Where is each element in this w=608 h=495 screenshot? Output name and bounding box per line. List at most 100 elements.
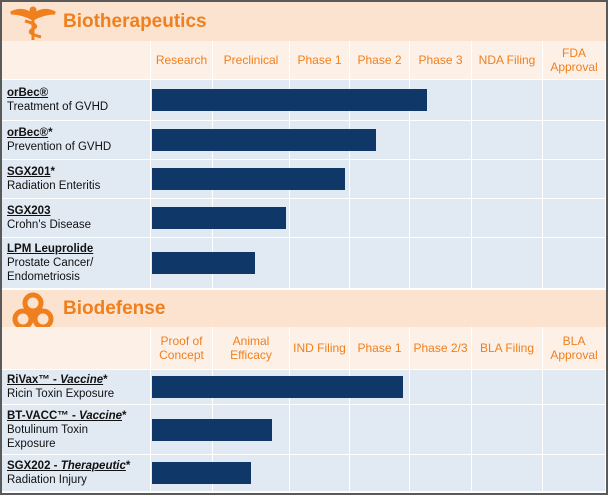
grid-cell [472, 405, 542, 454]
stage-header: Phase 3 [410, 41, 471, 79]
grid-cell [543, 80, 605, 120]
progress-bar [152, 252, 256, 274]
product-link[interactable]: orBec® [7, 127, 48, 139]
asterisk: * [125, 460, 131, 472]
product-name: RiVax™ - Vaccine* [7, 373, 145, 387]
grid-cell [472, 80, 542, 120]
name-part: SGX202 - [7, 460, 61, 472]
name-part: Vaccine [78, 409, 123, 422]
section-header [2, 2, 606, 41]
grid-cell [543, 121, 605, 159]
row-label: BT-VACC™ - Vaccine* Botulinum Toxin Exposu… [2, 405, 150, 454]
product-name: orBec®* [7, 126, 145, 140]
name-part: BT-VACC™ - [7, 409, 79, 422]
name-part: LPM Leuprolide [7, 243, 94, 255]
section-title: Biodefense [63, 297, 166, 319]
row-label: RiVax™ - Vaccine* Ricin Toxin Exposure [2, 370, 150, 404]
product-name: SGX203 [7, 204, 145, 218]
grid-cell [350, 238, 409, 288]
product-link[interactable]: BT-VACC™ - Vaccine [7, 410, 122, 422]
indication: Crohn's Disease [7, 219, 92, 231]
progress-bar [152, 376, 403, 398]
indication: Prostate Cancer/ [7, 257, 94, 269]
progress-bar [152, 462, 251, 484]
indication: Treatment of GVHD [7, 101, 109, 113]
grid-cell [543, 238, 605, 288]
grid-cell [472, 370, 542, 404]
grid-cell [410, 405, 471, 454]
name-part: Vaccine [60, 374, 104, 386]
grid-cell [290, 238, 349, 288]
header-blank [2, 41, 150, 79]
row-label: orBec®* Prevention of GVHD [2, 121, 150, 159]
indication: Botulinum Toxin [7, 423, 88, 436]
stage-header: Proof of Concept [151, 327, 212, 369]
name-part: orBec® [7, 127, 49, 139]
row-label: LPM Leuprolide Prostate Cancer/Endometrio… [2, 238, 150, 288]
grid-cell [350, 455, 409, 491]
name-part: SGX203 [7, 205, 51, 217]
name-part: RiVax™ - [7, 374, 61, 386]
asterisk: * [103, 374, 108, 386]
stage-header: Phase 1 [290, 41, 349, 79]
biohazard-icon [12, 292, 54, 330]
grid-cell [472, 121, 542, 159]
stage-header: Phase 2/3 [410, 327, 471, 369]
product-link[interactable]: LPM Leuprolide [7, 243, 93, 255]
product-link[interactable]: orBec® [7, 87, 48, 99]
grid-cell [290, 199, 349, 237]
asterisk: * [48, 127, 53, 139]
progress-bar [152, 207, 287, 229]
product-link[interactable]: SGX202 - Therapeutic [7, 460, 126, 472]
stage-header: BLA Filing [472, 327, 542, 369]
stage-header: Phase 1 [350, 327, 409, 369]
grid-cell [410, 160, 471, 198]
grid-cell [472, 160, 542, 198]
stage-header: Research [151, 41, 212, 79]
grid-cell [410, 199, 471, 237]
stage-header: Phase 2 [350, 41, 409, 79]
grid-cell [543, 160, 605, 198]
name-part: Therapeutic [60, 460, 126, 472]
product-name: orBec® [7, 86, 145, 100]
asterisk: * [50, 166, 55, 178]
product-link[interactable]: RiVax™ - Vaccine [7, 374, 103, 386]
grid-cell [290, 455, 349, 491]
grid-cell [410, 455, 471, 491]
grid-cell [350, 199, 409, 237]
progress-bar [152, 89, 427, 111]
asterisk: * [122, 409, 127, 422]
grid-cell [410, 121, 471, 159]
section-title: Biotherapeutics [63, 10, 207, 32]
grid-cell [350, 405, 409, 454]
indication: Exposure [7, 437, 56, 450]
grid-cell [543, 370, 605, 404]
indication: Prevention of GVHD [7, 141, 112, 153]
grid-cell [290, 405, 349, 454]
stage-header: IND Filing [290, 327, 349, 369]
grid-cell [350, 160, 409, 198]
row-label: SGX202 - Therapeutic* Radiation Injury [2, 455, 150, 491]
product-link[interactable]: SGX201 [7, 166, 50, 178]
product-link[interactable]: SGX203 [7, 205, 50, 217]
grid-cell [410, 370, 471, 404]
progress-bar [152, 418, 273, 441]
stage-header: Animal Efficacy [213, 327, 289, 369]
grid-cell [472, 199, 542, 237]
product-name: BT-VACC™ - Vaccine* [7, 409, 145, 423]
indication: Radiation Injury [7, 474, 87, 486]
caduceus-icon [10, 6, 56, 40]
grid-cell [543, 405, 605, 454]
product-name: SGX201* [7, 165, 145, 179]
indication: Radiation Enteritis [7, 180, 101, 192]
row-label: SGX203 Crohn's Disease [2, 199, 150, 237]
stage-header: FDA Approval [543, 41, 605, 79]
grid-cell [472, 238, 542, 288]
progress-bar [152, 168, 346, 190]
indication: Ricin Toxin Exposure [7, 388, 115, 400]
stage-header: Preclinical [213, 41, 289, 79]
header-blank [2, 327, 150, 369]
stage-header: BLA Approval [543, 327, 605, 369]
row-label: orBec® Treatment of GVHD [2, 80, 150, 120]
name-part: SGX201 [7, 166, 51, 178]
